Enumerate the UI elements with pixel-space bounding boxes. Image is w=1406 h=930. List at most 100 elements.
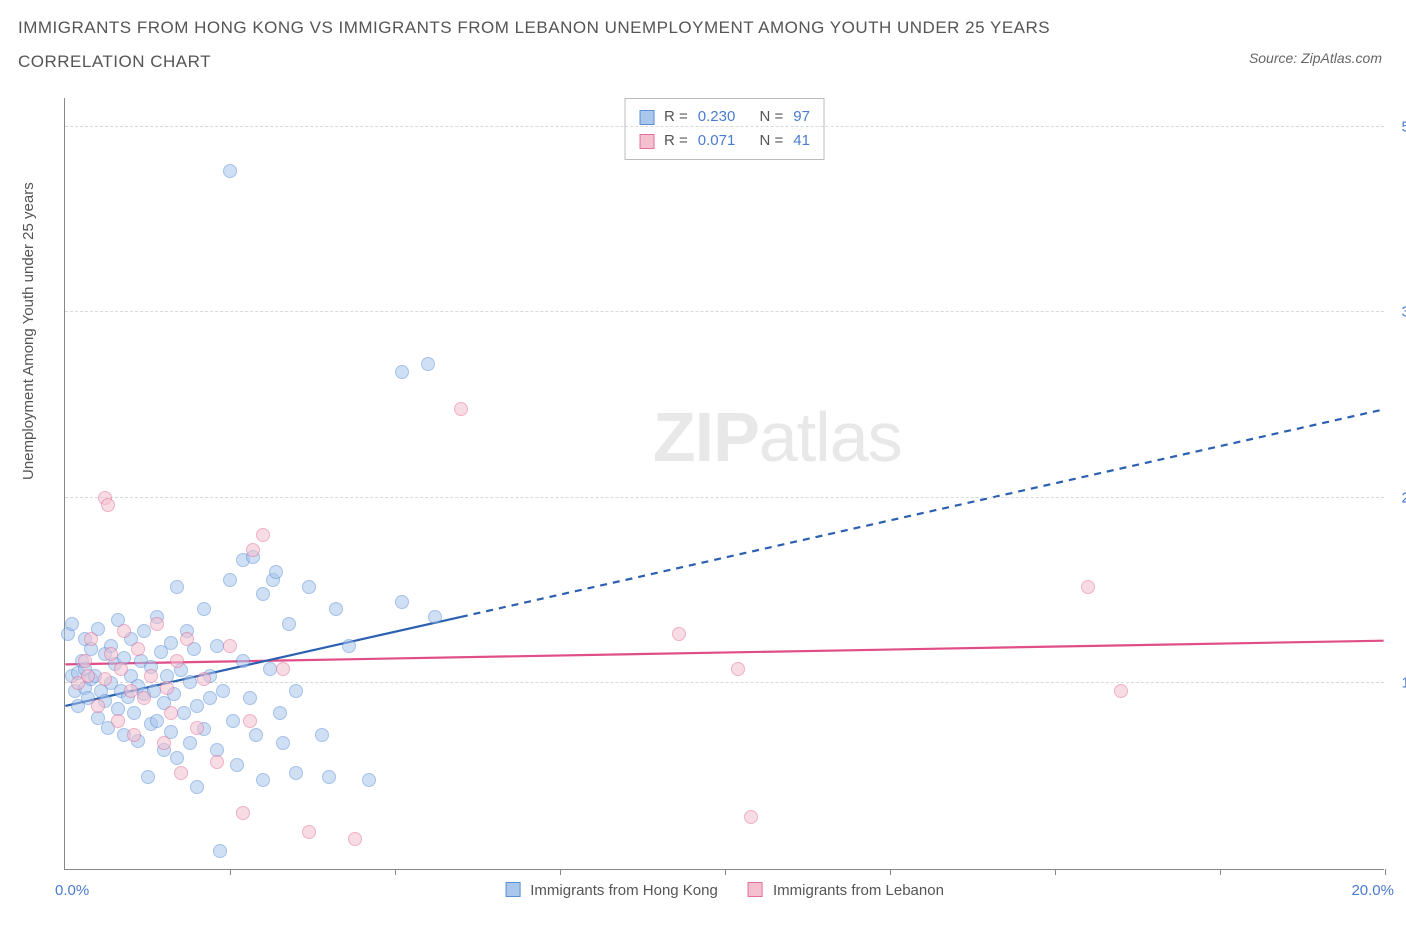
data-point-lb bbox=[131, 642, 145, 656]
data-point-hk bbox=[210, 639, 224, 653]
data-point-lb bbox=[243, 714, 257, 728]
data-point-hk bbox=[342, 639, 356, 653]
data-point-hk bbox=[329, 602, 343, 616]
data-point-lb bbox=[91, 699, 105, 713]
data-point-lb bbox=[197, 672, 211, 686]
data-point-hk bbox=[203, 691, 217, 705]
data-point-hk bbox=[322, 770, 336, 784]
data-point-lb bbox=[170, 654, 184, 668]
legend-swatch-lb-bottom bbox=[748, 882, 763, 897]
data-point-lb bbox=[1081, 580, 1095, 594]
data-point-hk bbox=[223, 164, 237, 178]
data-point-hk bbox=[190, 699, 204, 713]
data-point-lb bbox=[78, 654, 92, 668]
x-axis-min-label: 0.0% bbox=[55, 882, 89, 899]
data-point-hk bbox=[150, 714, 164, 728]
x-tick bbox=[1055, 869, 1056, 875]
data-point-hk bbox=[183, 736, 197, 750]
data-point-lb bbox=[81, 669, 95, 683]
y-axis-label: Unemployment Among Youth under 25 years bbox=[20, 182, 37, 480]
data-point-hk bbox=[190, 780, 204, 794]
data-point-hk bbox=[428, 610, 442, 624]
series-legend: Immigrants from Hong Kong Immigrants fro… bbox=[505, 882, 944, 899]
x-axis-max-label: 20.0% bbox=[1351, 882, 1394, 899]
data-point-hk bbox=[249, 728, 263, 742]
data-point-lb bbox=[111, 714, 125, 728]
data-point-hk bbox=[263, 662, 277, 676]
data-point-lb bbox=[124, 684, 138, 698]
data-point-lb bbox=[246, 543, 260, 557]
data-point-hk bbox=[282, 617, 296, 631]
data-point-lb bbox=[150, 617, 164, 631]
data-point-hk bbox=[127, 706, 141, 720]
data-point-hk bbox=[65, 617, 79, 631]
data-point-hk bbox=[183, 675, 197, 689]
data-point-hk bbox=[223, 573, 237, 587]
data-point-hk bbox=[164, 636, 178, 650]
data-point-lb bbox=[454, 402, 468, 416]
data-point-hk bbox=[289, 766, 303, 780]
data-point-hk bbox=[256, 587, 270, 601]
chart-title: IMMIGRANTS FROM HONG KONG VS IMMIGRANTS … bbox=[18, 18, 1050, 72]
data-point-hk bbox=[256, 773, 270, 787]
data-point-lb bbox=[223, 639, 237, 653]
data-point-lb bbox=[174, 766, 188, 780]
data-point-lb bbox=[98, 672, 112, 686]
data-point-lb bbox=[117, 624, 131, 638]
data-point-lb bbox=[744, 810, 758, 824]
x-tick bbox=[1385, 869, 1386, 875]
data-point-hk bbox=[315, 728, 329, 742]
data-point-lb bbox=[1114, 684, 1128, 698]
data-point-lb bbox=[84, 632, 98, 646]
data-point-hk bbox=[226, 714, 240, 728]
data-point-hk bbox=[395, 365, 409, 379]
data-point-lb bbox=[276, 662, 290, 676]
data-point-lb bbox=[104, 647, 118, 661]
y-tick-label: 12.5% bbox=[1390, 675, 1406, 692]
data-point-lb bbox=[164, 706, 178, 720]
data-point-lb bbox=[137, 691, 151, 705]
data-point-lb bbox=[114, 662, 128, 676]
data-point-hk bbox=[197, 602, 211, 616]
data-point-lb bbox=[127, 728, 141, 742]
x-tick bbox=[560, 869, 561, 875]
data-point-hk bbox=[289, 684, 303, 698]
chart-plot-area: ZIPatlas R = 0.230 N = 97 R = 0.071 N = … bbox=[64, 98, 1384, 870]
x-tick bbox=[890, 869, 891, 875]
data-point-hk bbox=[141, 770, 155, 784]
data-point-lb bbox=[160, 681, 174, 695]
y-tick-label: 25.0% bbox=[1390, 489, 1406, 506]
data-point-hk bbox=[276, 736, 290, 750]
data-point-lb bbox=[144, 669, 158, 683]
x-tick bbox=[230, 869, 231, 875]
data-point-hk bbox=[137, 624, 151, 638]
data-point-hk bbox=[302, 580, 316, 594]
data-point-hk bbox=[216, 684, 230, 698]
data-point-lb bbox=[302, 825, 316, 839]
data-point-lb bbox=[190, 721, 204, 735]
data-point-hk bbox=[421, 357, 435, 371]
data-point-hk bbox=[170, 751, 184, 765]
data-point-hk bbox=[243, 691, 257, 705]
legend-row-lb: R = 0.071 N = 41 bbox=[639, 129, 810, 153]
data-point-hk bbox=[269, 565, 283, 579]
legend-item-lb: Immigrants from Lebanon bbox=[748, 882, 944, 899]
legend-swatch-hk bbox=[639, 110, 654, 125]
source-label: Source: ZipAtlas.com bbox=[1249, 50, 1382, 66]
data-point-hk bbox=[362, 773, 376, 787]
trend-lines bbox=[65, 98, 1384, 869]
legend-swatch-lb bbox=[639, 134, 654, 149]
data-point-lb bbox=[256, 528, 270, 542]
gridline bbox=[65, 497, 1384, 498]
y-tick-label: 50.0% bbox=[1390, 118, 1406, 135]
data-point-hk bbox=[273, 706, 287, 720]
x-tick bbox=[1220, 869, 1221, 875]
legend-item-hk: Immigrants from Hong Kong bbox=[505, 882, 718, 899]
data-point-hk bbox=[177, 706, 191, 720]
gridline bbox=[65, 682, 1384, 683]
data-point-lb bbox=[101, 498, 115, 512]
data-point-lb bbox=[731, 662, 745, 676]
data-point-lb bbox=[672, 627, 686, 641]
data-point-hk bbox=[395, 595, 409, 609]
legend-swatch-hk-bottom bbox=[505, 882, 520, 897]
